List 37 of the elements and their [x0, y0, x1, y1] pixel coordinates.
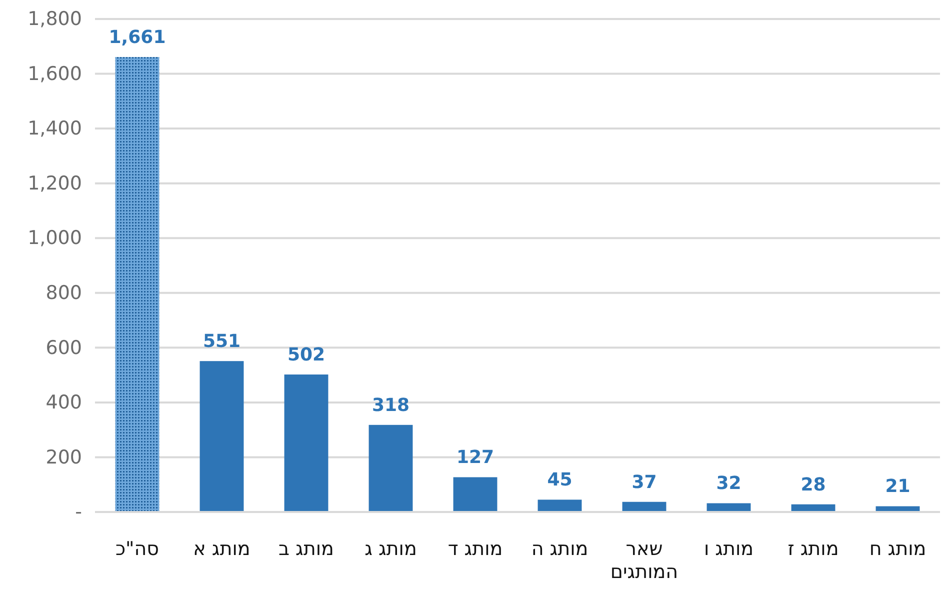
bar: [115, 57, 160, 512]
y-tick-label: 1,400: [28, 118, 82, 140]
data-label: 28: [800, 474, 826, 496]
x-tick-label: סה"כ: [115, 538, 160, 560]
data-label: 502: [287, 344, 326, 366]
y-tick-label: 1,800: [28, 8, 82, 30]
data-label: 318: [372, 394, 410, 416]
y-tick-label: 400: [46, 392, 82, 414]
x-tick-label: מותג ד: [448, 538, 503, 560]
y-tick-label: 1,200: [28, 172, 82, 194]
x-tick-label: מותג ג: [364, 538, 417, 560]
y-tick-label: 800: [46, 282, 82, 304]
x-tick-label: מותג ו: [704, 538, 754, 560]
data-label: 21: [885, 476, 910, 498]
bar: [284, 374, 328, 512]
data-label: 127: [456, 447, 494, 468]
bar: [368, 424, 413, 512]
data-label: 45: [547, 470, 572, 491]
y-tick-label: 600: [46, 336, 82, 359]
y-tick-label: 200: [46, 446, 82, 468]
x-tick-label: מותג ב: [278, 538, 334, 560]
x-tick-label: מותג ה: [531, 538, 588, 560]
bar: [706, 503, 751, 512]
x-tick-label: מותג ח: [869, 538, 926, 560]
data-label: 1,661: [108, 27, 166, 48]
bar: [538, 500, 582, 512]
bar: [200, 361, 244, 512]
x-tick-label: שאר המותגים: [610, 538, 678, 583]
data-label: 32: [716, 473, 742, 494]
data-label: 551: [202, 331, 241, 352]
bar: [453, 477, 498, 512]
data-label: 37: [632, 472, 657, 493]
y-tick-label: -: [75, 501, 82, 524]
x-tick-label: מותג ז: [788, 538, 839, 560]
y-tick-label: 1,000: [28, 227, 82, 250]
x-tick-label: מותג א: [193, 538, 250, 560]
y-tick-label: 1,600: [28, 62, 82, 85]
